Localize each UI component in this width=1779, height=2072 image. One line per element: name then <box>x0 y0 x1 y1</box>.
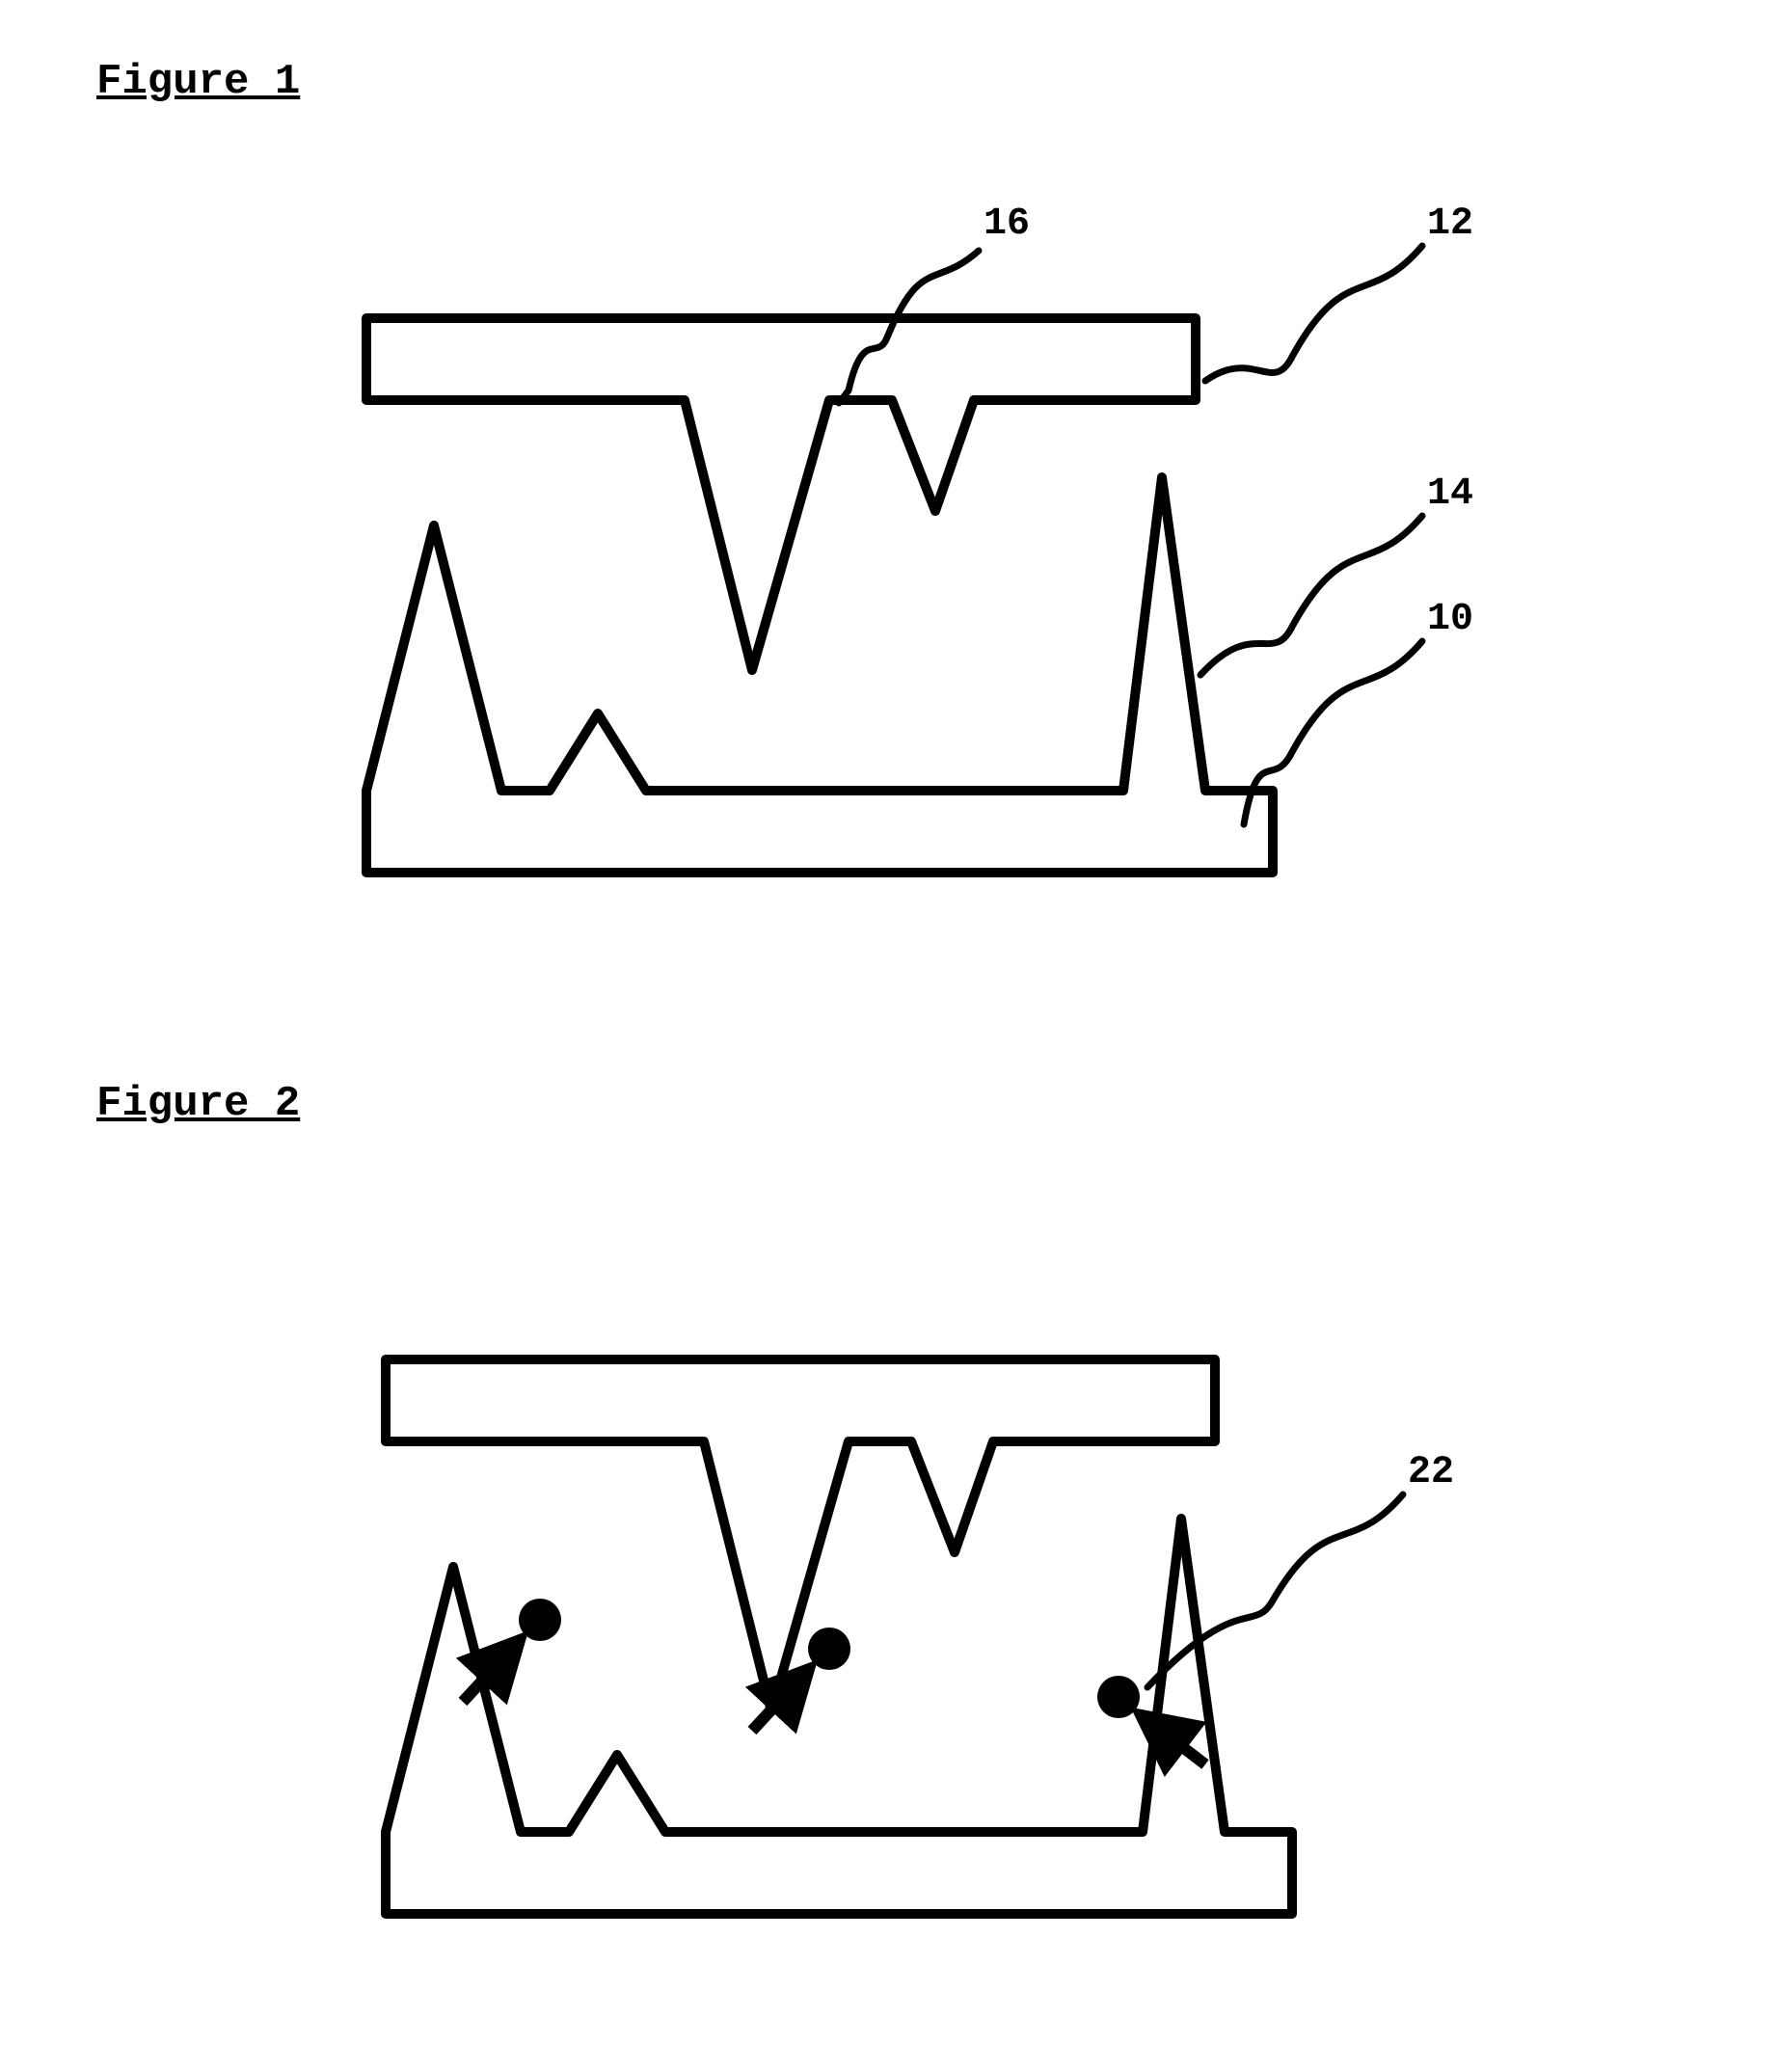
leader-22 <box>1147 1494 1403 1687</box>
figure-2-leaders <box>0 0 1779 2072</box>
